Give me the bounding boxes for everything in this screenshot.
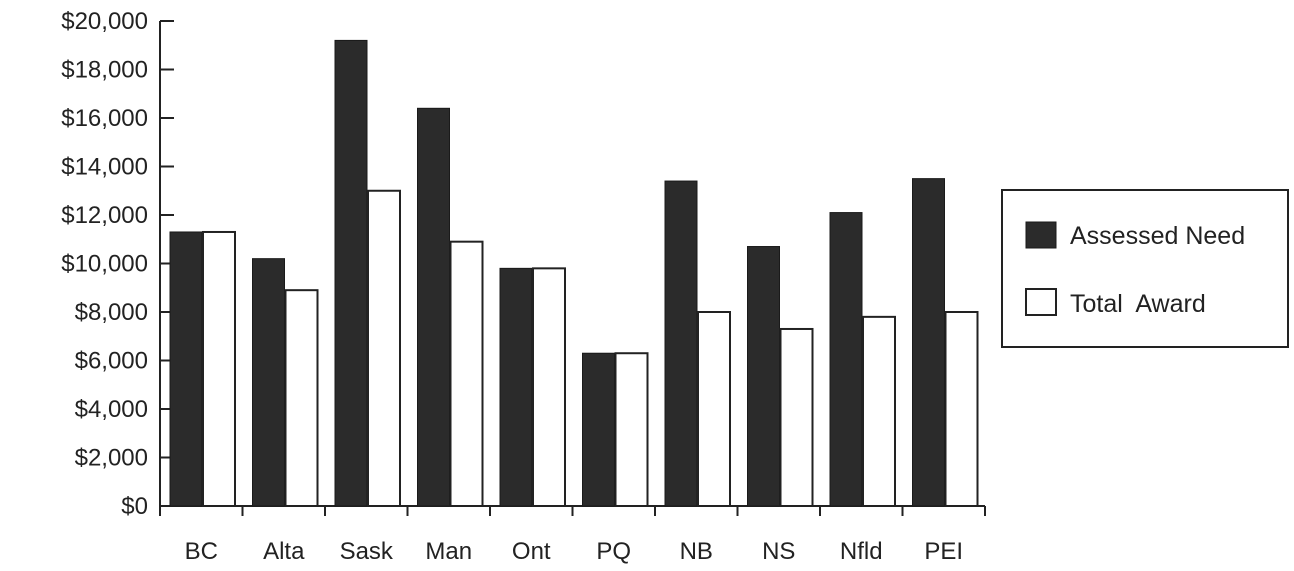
x-tick-label: Nfld [840,538,883,565]
bar-assessed-need [912,178,945,507]
bar-assessed-need [499,267,533,507]
x-tick-label: Sask [340,538,394,565]
bar-total-award [449,240,484,508]
bar-assessed-need [417,107,450,507]
bar-total-award [367,189,401,507]
x-tick-label: Man [425,538,472,565]
bar-assessed-need [252,258,285,507]
bar-total-award [532,267,566,507]
legend-box [1001,189,1289,348]
legend: Assessed Need Total Award [1001,189,1289,348]
y-tick-label: $18,000 [61,57,148,84]
x-axis: BC Alta Sask Man Ont PQ NB NS Nfld PEI [159,505,986,565]
legend-swatch-assessed-need [1025,221,1057,249]
y-tick-label: $12,000 [61,202,148,229]
x-tick-label: BC [185,538,218,565]
bar-total-award [614,352,649,507]
bar-total-award [944,311,979,507]
y-tick-label: $14,000 [61,154,148,181]
y-axis: $0 $2,000 $4,000 $6,000 $8,000 $10,000 $12,000… [61,8,174,520]
bar-assessed-need [334,39,368,507]
y-tick-label: $2,000 [75,445,148,472]
bar-total-award [284,289,319,507]
bar-total-award [779,327,814,507]
x-tick-label: PEI [924,538,963,565]
y-tick-label: $6,000 [75,348,148,375]
bar-assessed-need [582,352,615,507]
y-tick-label: $8,000 [75,299,148,326]
bar-assessed-need [747,246,780,507]
x-tick-label: Ont [512,538,551,565]
x-tick-label: NS [762,538,795,565]
bar-total-award [697,311,731,507]
y-tick-label: $0 [121,493,148,520]
bar-assessed-need [829,212,863,507]
bar-total-award [862,315,896,507]
bars [169,39,979,508]
y-tick-label: $20,000 [61,8,148,35]
x-tick-label: Alta [263,538,305,565]
x-tick-label: NB [680,538,713,565]
x-tick-label: PQ [596,538,631,565]
legend-label-assessed-need: Assessed Need [1070,222,1245,250]
bar-total-award [202,230,236,507]
bar-assessed-need [664,180,698,507]
y-tick-label: $4,000 [75,396,148,423]
legend-swatch-total-award [1025,288,1057,316]
bar-assessed-need [169,231,203,507]
y-tick-label: $10,000 [61,251,148,278]
legend-label-total-award: Total Award [1070,290,1206,318]
y-tick-label: $16,000 [61,105,148,132]
